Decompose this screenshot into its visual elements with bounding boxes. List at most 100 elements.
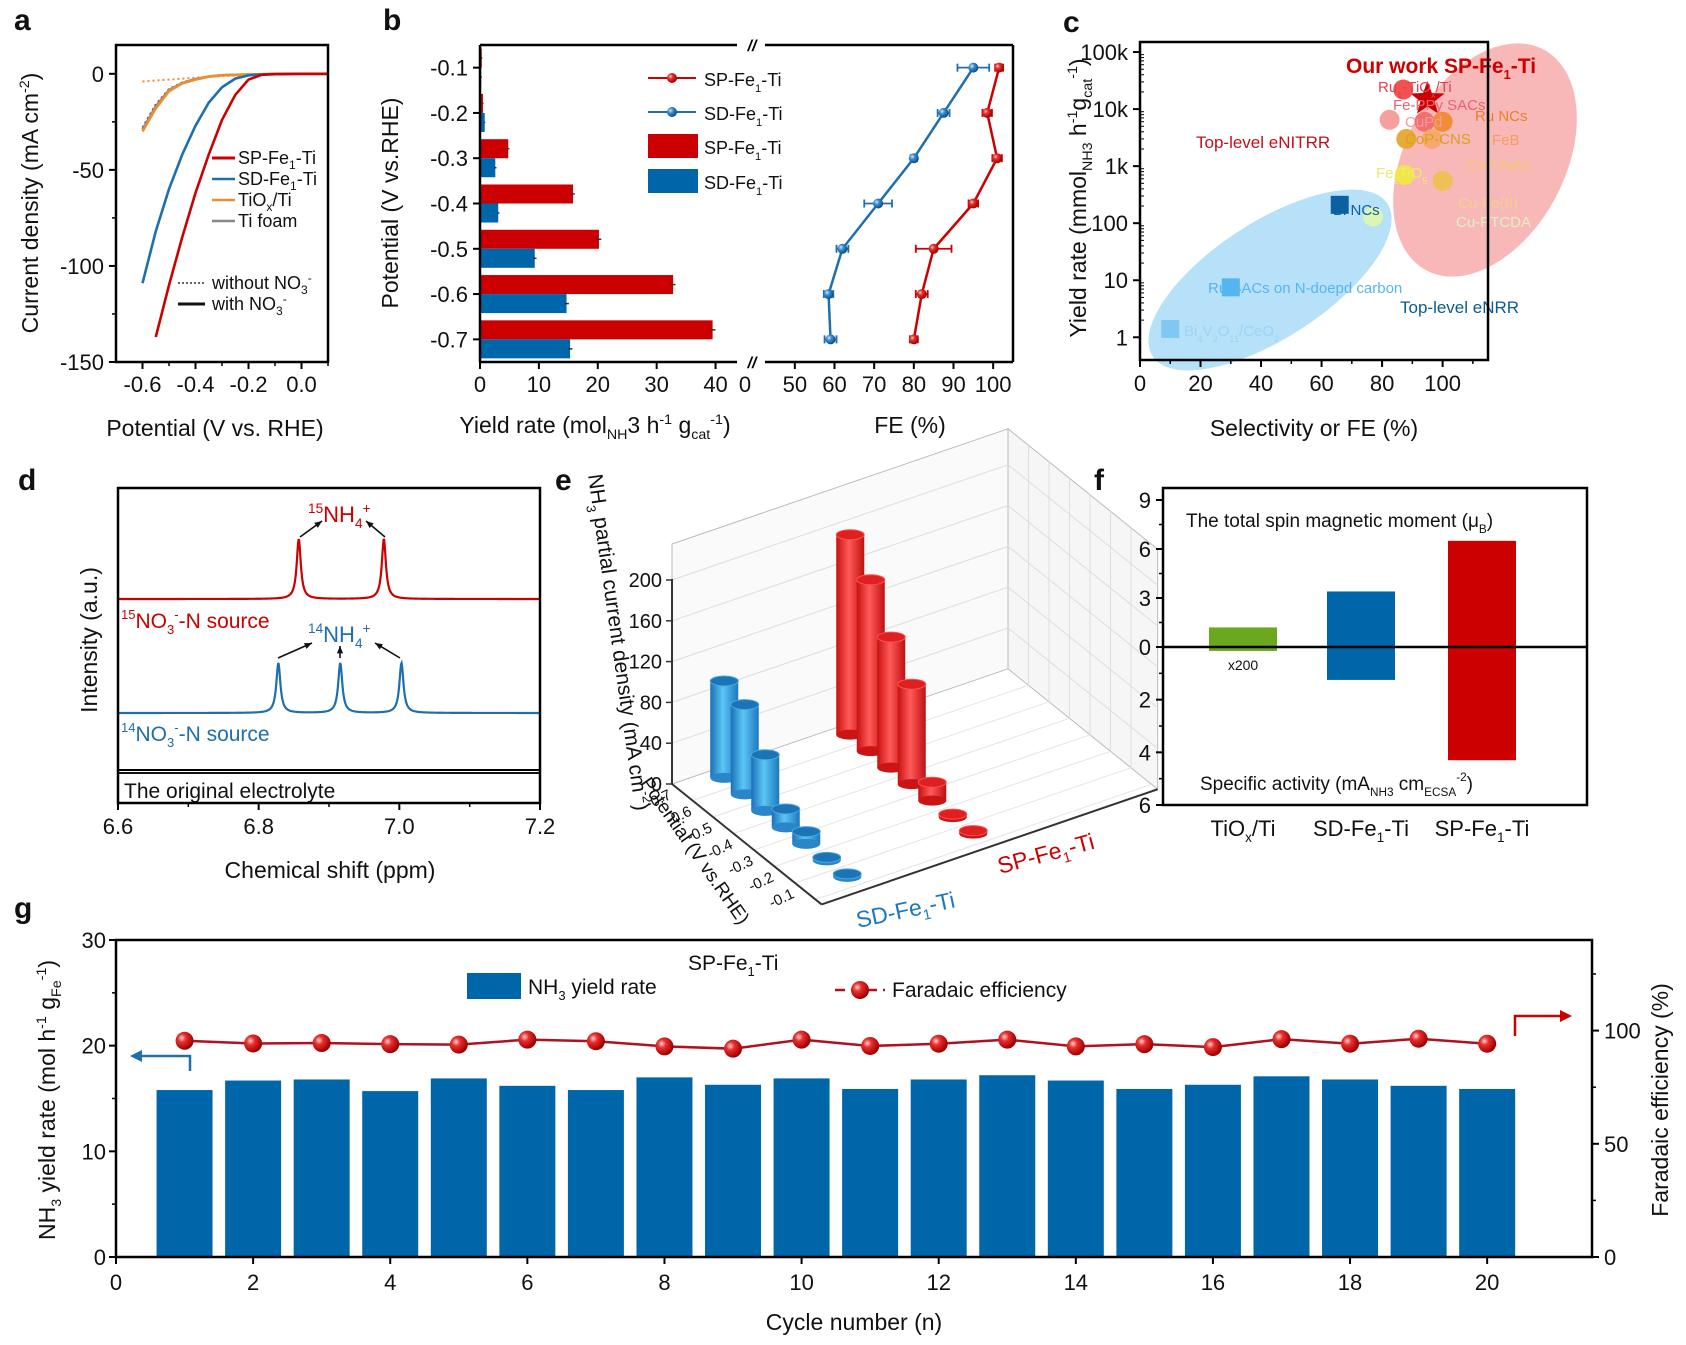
point-ru-sacs-on-n-doepd-carbon: [1221, 278, 1240, 297]
gridline: [1007, 464, 1158, 586]
potential-tick-label: -0.1: [766, 885, 797, 911]
yield-bar: [567, 1090, 624, 1257]
x-tick-label: 0.0: [286, 372, 317, 397]
yield-bar: [1322, 1079, 1379, 1257]
point-cu-ptcda: [1363, 206, 1384, 227]
y-tick-label: -0.4: [430, 192, 468, 217]
x-tick-label: -0.2: [230, 372, 268, 397]
bar-sd-fe1-ti: [480, 158, 496, 178]
enitrr-annotation: Top-level eNITRR: [1196, 133, 1330, 152]
bar-sd-fe1-ti: [480, 203, 499, 223]
y-tick-label: 30: [82, 928, 106, 953]
yield-bar: [1116, 1088, 1173, 1257]
bar-sd-fe1-ti: [480, 339, 571, 359]
fe-line: [184, 1037, 1488, 1050]
fe-point: [998, 1030, 1017, 1049]
gridline: [1007, 505, 1158, 627]
cylinder-top: [938, 808, 968, 820]
point-label: Fe-PPy SACs: [1393, 97, 1486, 114]
y2-tick-label: 0: [1604, 1245, 1616, 1270]
panel-g-chart: 0 2 4 6 8 10 12 14 16 18 20 0 10 20 30 0 50 100 NH3 yield …: [34, 928, 1673, 1335]
x-tick-label: 90: [941, 372, 965, 397]
point-fe2tio5: [1394, 164, 1415, 185]
fe-point: [518, 1030, 537, 1049]
legend-label: SP-Fe1-Ti: [704, 70, 782, 95]
panel-letter-f: f: [1094, 464, 1105, 497]
fe-point: [861, 1036, 880, 1055]
legend-label-tiox: TiOx/Ti: [238, 190, 292, 214]
yield-bar: [842, 1088, 899, 1257]
fe-point: [837, 243, 848, 254]
cylinder-base: [792, 838, 821, 849]
spectrum-14n: [117, 659, 541, 715]
enrr-annotation: Top-level eNRR: [1400, 298, 1519, 317]
axis-break-mark: //: [747, 38, 758, 55]
point-feb: [1422, 128, 1443, 149]
point-ru1-tiox-ti: [1393, 79, 1414, 100]
x-tick-label: 0: [1134, 371, 1146, 396]
our-work-label: Our work SP-Fe1-Ti: [1346, 55, 1536, 82]
x-tick-label: 60: [822, 372, 846, 397]
y-tick-label: 0: [92, 62, 104, 87]
bar-sp-fe1-ti: [1448, 540, 1516, 761]
label-14nh4: 14NH4+: [308, 621, 371, 651]
y-tick-label: 1k: [1105, 154, 1129, 179]
y-tick-label: 0: [94, 1245, 106, 1270]
x-tick-label: 50: [783, 372, 807, 397]
y-tick-label: 10k: [1093, 97, 1129, 122]
y2-tick-label: 50: [1604, 1132, 1628, 1157]
y-tick-label: 0: [1139, 635, 1151, 660]
fe-point: [244, 1034, 263, 1053]
bar-cylinder-sd-fe1-ti: [751, 754, 780, 811]
arrow-head: [375, 643, 383, 650]
x-tick-label: 12: [926, 1270, 950, 1295]
panel-letter-d: d: [18, 464, 36, 497]
x-tick-label: 100: [1424, 371, 1461, 396]
cylinder-top: [750, 749, 780, 761]
fe-point: [982, 107, 993, 118]
panel-letter-g: g: [14, 892, 32, 925]
z-tick-label: 0: [651, 774, 662, 796]
z-tick-label: 80: [640, 692, 662, 714]
point-label: Ru NCs: [1475, 108, 1528, 125]
fe-point: [994, 62, 1005, 73]
panel-c-frame: [1138, 40, 1490, 362]
fe-point: [655, 1037, 674, 1056]
legend-point-swatch: [851, 981, 869, 999]
panel-a-legend: SP-Fe1-Ti SD-Fe1-Ti TiOx/Ti Ti foam with…: [178, 148, 317, 318]
floor-gridline: [794, 767, 1132, 884]
x-axis-label-left: Yield rate (molNH3 h-1 gcat-1): [459, 412, 730, 443]
point-fe-ppy-sacs: [1414, 111, 1435, 132]
x-tick-label: 0: [474, 372, 486, 397]
label-15nh4: 15NH4+: [308, 501, 371, 531]
yield-bar: [1253, 1076, 1310, 1257]
panel-letter-c: c: [1063, 6, 1080, 39]
fe-point: [1341, 1034, 1360, 1053]
x-tick-label: TiOx/Ti: [1210, 816, 1275, 845]
point-our-work-star: [1410, 81, 1445, 114]
series-line-without-no3-sp-sd-: [141, 72, 328, 129]
cylinder-top: [730, 699, 760, 711]
bar-tiox-ti: [1209, 627, 1277, 651]
point-cupd: [1379, 109, 1400, 130]
point-label: Bi4V2O11/CeO2: [1184, 323, 1279, 344]
bar-sd-fe1-ti: [480, 294, 567, 314]
x-tick-label: 100: [975, 372, 1012, 397]
label-14n-source: 14NO3--N source: [121, 720, 270, 750]
z-tick-label: 200: [629, 570, 662, 592]
lower-label: Specific activity (mANH3 cmECSA-2): [1200, 771, 1473, 799]
x-tick-label: 14: [1064, 1270, 1088, 1295]
x-tick-label: 7.0: [384, 814, 415, 839]
yield-bar: [1047, 1080, 1104, 1257]
fe-point: [992, 153, 1003, 164]
legend-bar-swatch: [467, 973, 521, 999]
x-tick-label: 20: [586, 372, 610, 397]
x-tick-label: 0: [110, 1270, 122, 1295]
label-original: The original electrolyte: [124, 780, 335, 803]
point-label: FeB: [1492, 132, 1520, 149]
fe-point: [449, 1035, 468, 1054]
cylinder-top: [791, 826, 821, 838]
cylinder-top: [835, 529, 865, 541]
arrow-head: [336, 646, 344, 654]
x-axis-label: Potential (V vs. RHE): [106, 415, 323, 441]
